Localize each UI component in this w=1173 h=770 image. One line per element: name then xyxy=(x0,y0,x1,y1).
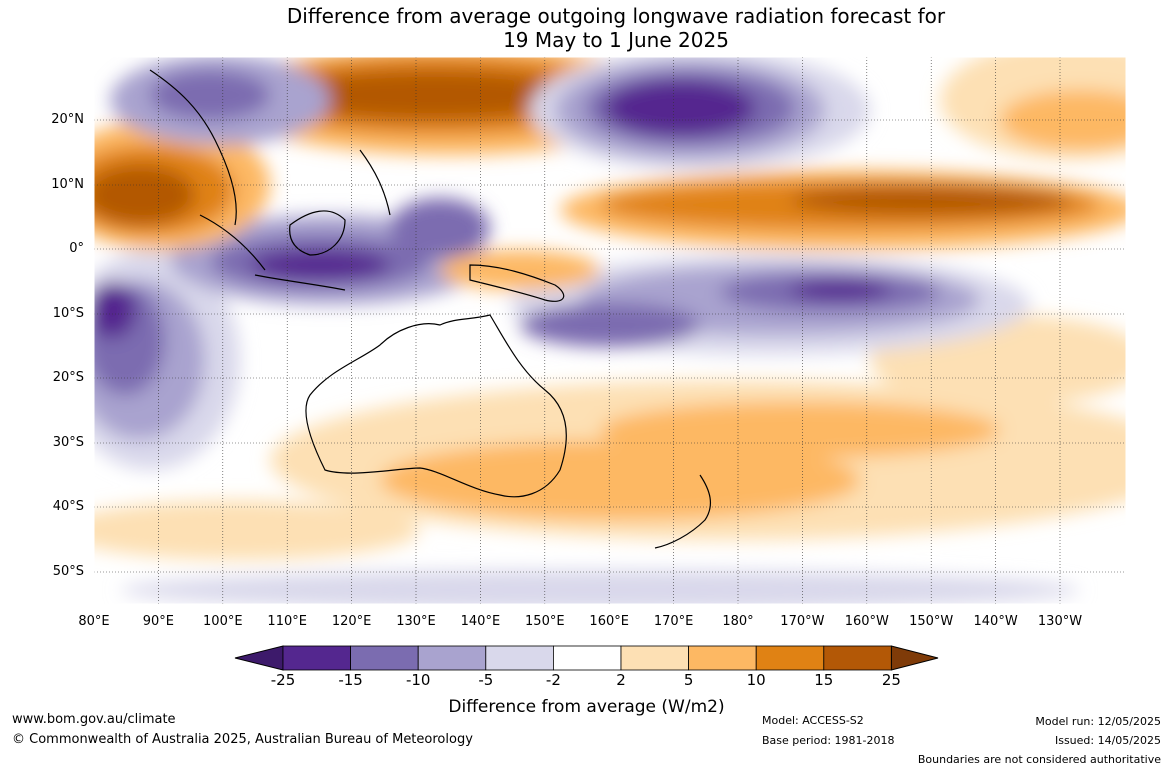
colorbar-tick-label: -10 xyxy=(405,671,431,689)
map-title: Difference from average outgoing longwav… xyxy=(0,4,1173,52)
colorbar-segment xyxy=(823,645,892,671)
borneo-outline xyxy=(289,210,346,256)
colorbar-tick-label: 15 xyxy=(814,671,834,689)
colorbar-extend-high xyxy=(890,645,939,671)
graticule xyxy=(94,57,1126,604)
longitude-label: 160°W xyxy=(844,614,889,629)
model-run-date: Model run: 12/05/2025 xyxy=(1035,715,1161,728)
model-name: Model: ACCESS-S2 xyxy=(762,714,864,727)
colorbar-segment xyxy=(350,645,419,671)
new-zealand-outline xyxy=(654,474,712,549)
australia-outline xyxy=(305,314,567,498)
disclaimer-text: Boundaries are not considered authoritat… xyxy=(917,753,1161,766)
longitude-label: 140°E xyxy=(460,614,501,629)
issued-date: Issued: 14/05/2025 xyxy=(1054,734,1161,747)
title-line-2: 19 May to 1 June 2025 xyxy=(503,28,729,52)
colorbar-tick-label: 10 xyxy=(746,671,766,689)
colorbar-tick-label: -2 xyxy=(545,671,561,689)
coastlines xyxy=(149,69,712,549)
colorbar-tick-label: 25 xyxy=(881,671,901,689)
latitude-label: 0° xyxy=(69,241,84,256)
papua-new-guinea-outline xyxy=(469,264,565,302)
longitude-label: 130°W xyxy=(1037,614,1083,629)
longitude-label: 170°E xyxy=(653,614,694,629)
latitude-label: 20°N xyxy=(51,112,84,127)
title-line-1: Difference from average outgoing longwav… xyxy=(286,4,946,28)
colorbar-tick-label: 5 xyxy=(683,671,694,689)
colorbar-segment xyxy=(755,645,825,671)
philippines-outline xyxy=(359,149,391,216)
map-field xyxy=(94,57,1126,604)
latitude-label: 10°S xyxy=(52,306,84,321)
colorbar-segment xyxy=(620,645,689,671)
colorbar-tick-label: -5 xyxy=(478,671,494,689)
longitude-label: 140°W xyxy=(973,614,1018,629)
latitude-label: 10°N xyxy=(51,177,84,192)
colorbar-segment xyxy=(688,645,757,671)
longitude-label: 150°E xyxy=(525,614,565,629)
colorbar-segment xyxy=(417,645,487,671)
colorbar-segment xyxy=(485,645,554,671)
colorbar-label: Difference from average (W/m2) xyxy=(448,697,725,717)
longitude-label: 120°E xyxy=(331,614,372,629)
copyright-text: © Commonwealth of Australia 2025, Austra… xyxy=(12,732,473,747)
colorbar-segment xyxy=(553,645,622,671)
base-period: Base period: 1981-2018 xyxy=(762,734,895,747)
longitude-label: 110°E xyxy=(267,614,307,629)
latitude-label: 20°S xyxy=(52,370,84,385)
colorbar-segment xyxy=(282,645,351,671)
longitude-label: 170°W xyxy=(780,614,825,629)
longitude-label: 100°E xyxy=(203,614,243,629)
longitude-label: 90°E xyxy=(142,614,175,629)
latitude-label: 40°S xyxy=(52,499,84,514)
longitude-label: 160°E xyxy=(589,614,629,629)
colorbar-tick-label: -15 xyxy=(338,671,363,689)
latitude-label: 50°S xyxy=(52,564,84,579)
sumatra-outline xyxy=(199,214,266,271)
longitude-label: 180° xyxy=(722,614,754,629)
colorbar-tick-label: -25 xyxy=(270,671,296,689)
longitude-label: 80°E xyxy=(78,614,110,629)
longitude-label: 130°E xyxy=(396,614,436,629)
map-frame xyxy=(93,56,1127,605)
longitude-label: 150°W xyxy=(909,614,954,629)
java-outline xyxy=(254,274,346,291)
colorbar xyxy=(234,645,939,671)
latitude-label: 30°S xyxy=(52,435,84,450)
website-link[interactable]: www.bom.gov.au/climate xyxy=(12,712,176,727)
colorbar-tick-label: 2 xyxy=(616,671,626,689)
indochina-outline xyxy=(149,69,237,226)
colorbar-extend-low xyxy=(234,645,284,671)
